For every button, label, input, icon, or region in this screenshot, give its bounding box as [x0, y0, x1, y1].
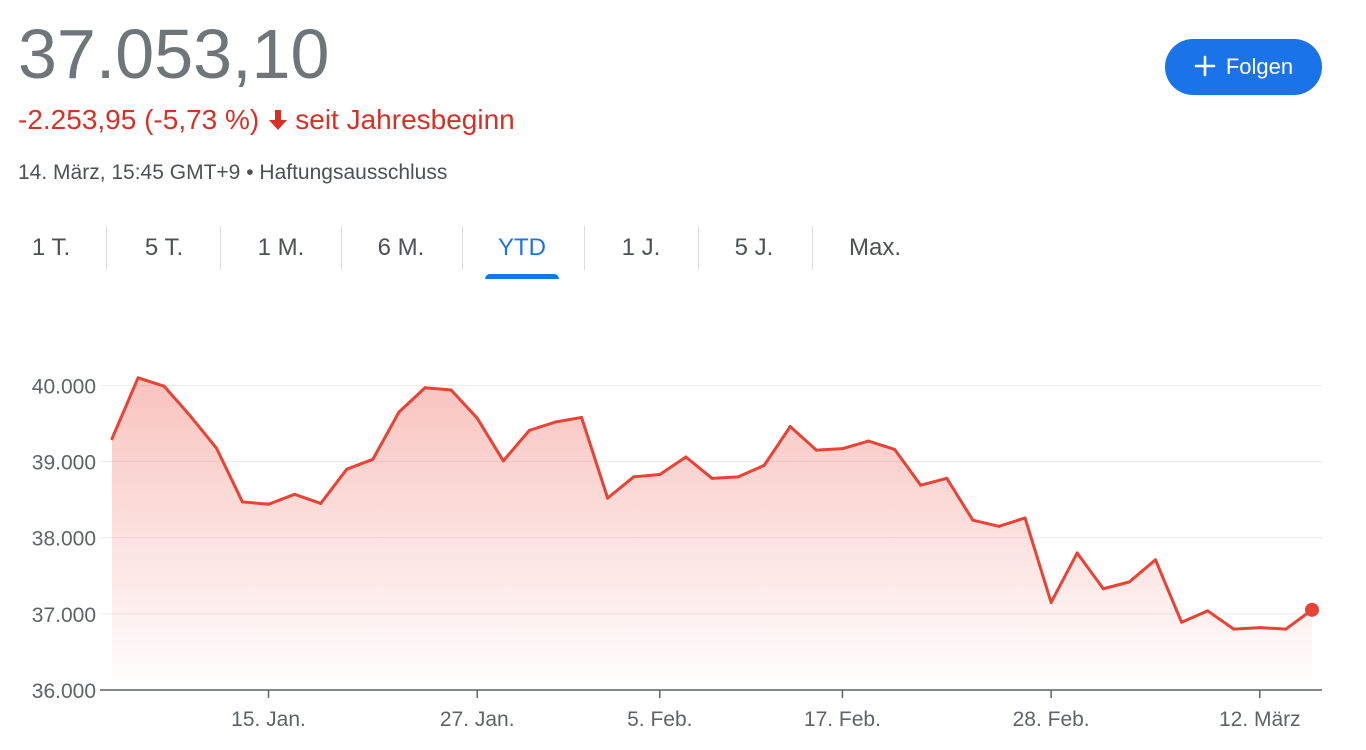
arrow-down-icon: [267, 108, 289, 132]
price-area-fill: [112, 377, 1312, 690]
tab-divider: [584, 226, 585, 270]
price-line-segment: [1101, 580, 1131, 591]
tab-divider: [341, 226, 342, 270]
tab-divider: [462, 226, 463, 270]
price-line-segment: [919, 476, 949, 487]
price-line-segment: [814, 447, 844, 452]
price-line-segment: [1049, 551, 1079, 604]
y-axis-labels: 36.000 37.000 38.000 39.000 40.000: [32, 375, 96, 703]
price-line-segment: [1232, 626, 1262, 631]
tab-divider: [812, 226, 813, 270]
price-line-segment: [1153, 558, 1184, 624]
current-price-marker: [1305, 602, 1319, 617]
price-line-segment: [1258, 626, 1288, 631]
price-line-segment: [345, 457, 375, 471]
x-tick-label: 27. Jan.: [440, 708, 515, 731]
meta-separator: •: [246, 161, 254, 184]
price-line-segment: [527, 420, 557, 432]
price-line-segment: [893, 447, 923, 487]
price-line-segment: [293, 492, 323, 505]
price-line-segment: [214, 446, 244, 504]
price-line-segment: [162, 384, 192, 418]
price-line-segment: [1180, 609, 1210, 624]
price-line-segment: [136, 376, 166, 388]
y-tick-label: 38.000: [32, 528, 96, 551]
x-tick-label: 28. Feb.: [1013, 708, 1090, 731]
price-line-segment: [658, 455, 688, 477]
price-line-segment: [762, 425, 792, 467]
price-line-segment: [710, 475, 740, 480]
tab-divider: [698, 226, 699, 270]
plus-icon: [1194, 50, 1216, 82]
price-line-segment: [397, 386, 427, 414]
tab-divider: [220, 226, 221, 270]
price-line-segment: [971, 518, 1001, 528]
y-tick-label: 36.000: [32, 680, 96, 703]
x-tick-label: 15. Jan.: [231, 708, 306, 731]
x-tick-label: 12. März: [1219, 708, 1301, 731]
price-line-segment: [475, 416, 505, 463]
price-line-segment: [736, 463, 766, 479]
change-amount: -2.253,95 (-5,73 %): [18, 104, 260, 135]
price-line-segment: [997, 516, 1027, 528]
follow-button[interactable]: Folgen: [1165, 39, 1322, 95]
tab-1-day[interactable]: 1 T.: [31, 234, 71, 261]
price-line-segment: [423, 386, 453, 392]
price-line-segment: [240, 500, 271, 506]
price-line-segment: [788, 425, 818, 452]
tab-max[interactable]: Max.: [848, 234, 901, 261]
x-axis-ticks: 15. Jan. 27. Jan. 5. Feb. 17. Feb. 28. Feb. 1…: [231, 690, 1301, 731]
x-tick-label: 17. Feb.: [804, 708, 881, 731]
price-line-segment: [945, 476, 975, 522]
timestamp: 14. März, 15:45 GMT+9: [18, 161, 241, 184]
price-line-segment: [580, 415, 610, 500]
tab-6-months[interactable]: 6 M.: [377, 234, 425, 261]
price-chart: 36.000 37.000 38.000 39.000 40.000 15. Jan. 2…: [32, 375, 1322, 731]
price-line-segment: [632, 473, 662, 479]
price-line-segment: [319, 467, 349, 505]
price-line-segment: [840, 439, 871, 451]
active-tab-indicator: [485, 274, 559, 279]
tab-divider: [106, 226, 107, 270]
price-line-segment: [501, 428, 531, 463]
price-line-segment: [867, 439, 897, 451]
price-value: 37.053,10: [18, 15, 330, 93]
price-line-segment: [267, 492, 297, 506]
price-change: -2.253,95 (-5,73 %) seit Jahresbeginn: [18, 100, 515, 140]
price-line-segment: [449, 388, 479, 420]
price-line-segment: [110, 376, 140, 441]
disclaimer-link[interactable]: Haftungsausschluss: [259, 161, 448, 184]
price-line-segment: [553, 415, 584, 424]
price-line-segment: [1127, 558, 1157, 584]
price-line-segment: [606, 475, 636, 500]
quote-meta: 14. März, 15:45 GMT+9 • Haftungsausschlu…: [18, 158, 447, 188]
tab-5-years[interactable]: 5 J.: [734, 234, 774, 261]
price-line-segments: [110, 376, 1314, 631]
y-tick-label: 40.000: [32, 375, 96, 398]
follow-button-label: Folgen: [1225, 54, 1294, 79]
y-tick-label: 39.000: [32, 452, 96, 475]
price-line-segment: [1023, 516, 1053, 604]
tab-1-month[interactable]: 1 M.: [257, 234, 305, 261]
price-line-segment: [1206, 609, 1236, 631]
tab-5-days[interactable]: 5 T.: [144, 234, 184, 261]
tab-ytd[interactable]: YTD: [485, 222, 559, 279]
y-tick-label: 37.000: [32, 604, 96, 627]
price-line-segment: [1075, 551, 1105, 591]
price-line-segment: [188, 414, 218, 450]
price-line-segment: [684, 455, 714, 480]
tab-1-year[interactable]: 1 J.: [621, 234, 661, 261]
x-tick-label: 5. Feb.: [627, 708, 692, 731]
change-period: seit Jahresbeginn: [295, 104, 515, 135]
price-line-segment: [371, 410, 401, 461]
